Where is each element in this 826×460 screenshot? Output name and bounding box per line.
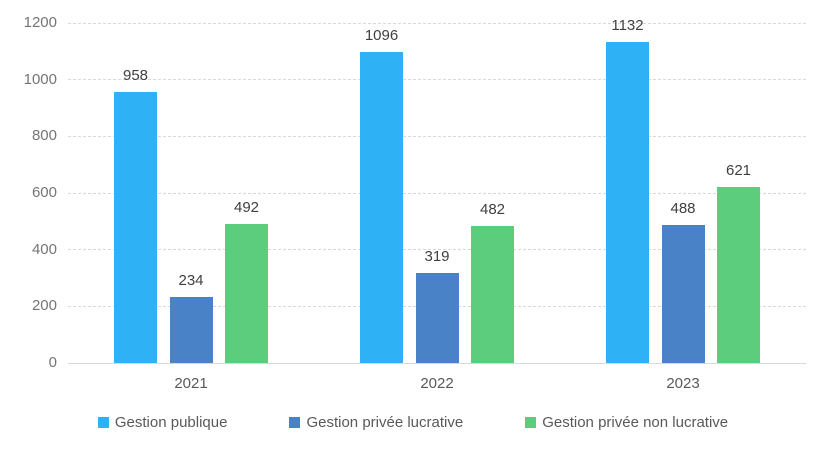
legend-marker-icon	[525, 417, 537, 428]
bar-2021-series-2	[169, 296, 213, 363]
legend-item: Gestion privée lucrative	[289, 414, 463, 431]
data-label: 492	[233, 198, 260, 216]
legend-item: Gestion publique	[97, 414, 228, 431]
gridline	[68, 135, 806, 137]
data-label: 488	[670, 199, 696, 217]
bar-2023-series-3	[717, 187, 760, 363]
y-axis-tick-label: 400	[31, 240, 57, 258]
y-axis-tick-label: 200	[31, 297, 57, 315]
y-axis-tick-label: 0	[48, 354, 57, 371]
gridline	[68, 249, 806, 251]
data-label: 234	[178, 271, 204, 289]
data-label: 1096	[364, 27, 399, 45]
bar-2022-series-2	[415, 272, 459, 363]
data-label: 482	[479, 201, 506, 219]
bar-2021-series-1	[114, 91, 157, 363]
legend-marker-icon	[97, 417, 109, 428]
legend-label: Gestion privée lucrative	[306, 414, 464, 431]
data-label: 958	[122, 66, 149, 84]
y-axis-tick-label: 600	[31, 184, 57, 201]
chart-legend: Gestion publique Gestion privée lucrative…	[0, 414, 826, 431]
gridline	[68, 22, 806, 24]
x-axis-line	[68, 362, 806, 364]
legend-item: Gestion privée non lucrative	[525, 414, 728, 431]
y-axis-tick-label: 800	[31, 127, 57, 145]
y-axis-tick-label: 1000	[23, 70, 57, 88]
y-axis-tick-label: 1200	[23, 14, 57, 31]
bar-2021-series-3	[225, 223, 268, 363]
bar-2023-series-2	[661, 224, 705, 363]
gridline	[68, 192, 806, 194]
x-axis-category-label: 2022	[420, 375, 454, 392]
bar-2023-series-1	[606, 42, 649, 363]
legend-label: Gestion privée non lucrative	[542, 414, 729, 431]
bar-2022-series-3	[471, 226, 514, 363]
gridline	[68, 79, 806, 81]
x-axis-category-label: 2021	[174, 375, 208, 392]
legend-marker-icon	[289, 417, 301, 428]
data-label: 319	[424, 247, 450, 265]
data-label: 1132	[611, 17, 644, 35]
bar-2022-series-1	[360, 52, 403, 363]
data-label: 621	[725, 162, 752, 180]
legend-label: Gestion publique	[114, 414, 228, 431]
x-axis-category-label: 2023	[666, 375, 700, 392]
